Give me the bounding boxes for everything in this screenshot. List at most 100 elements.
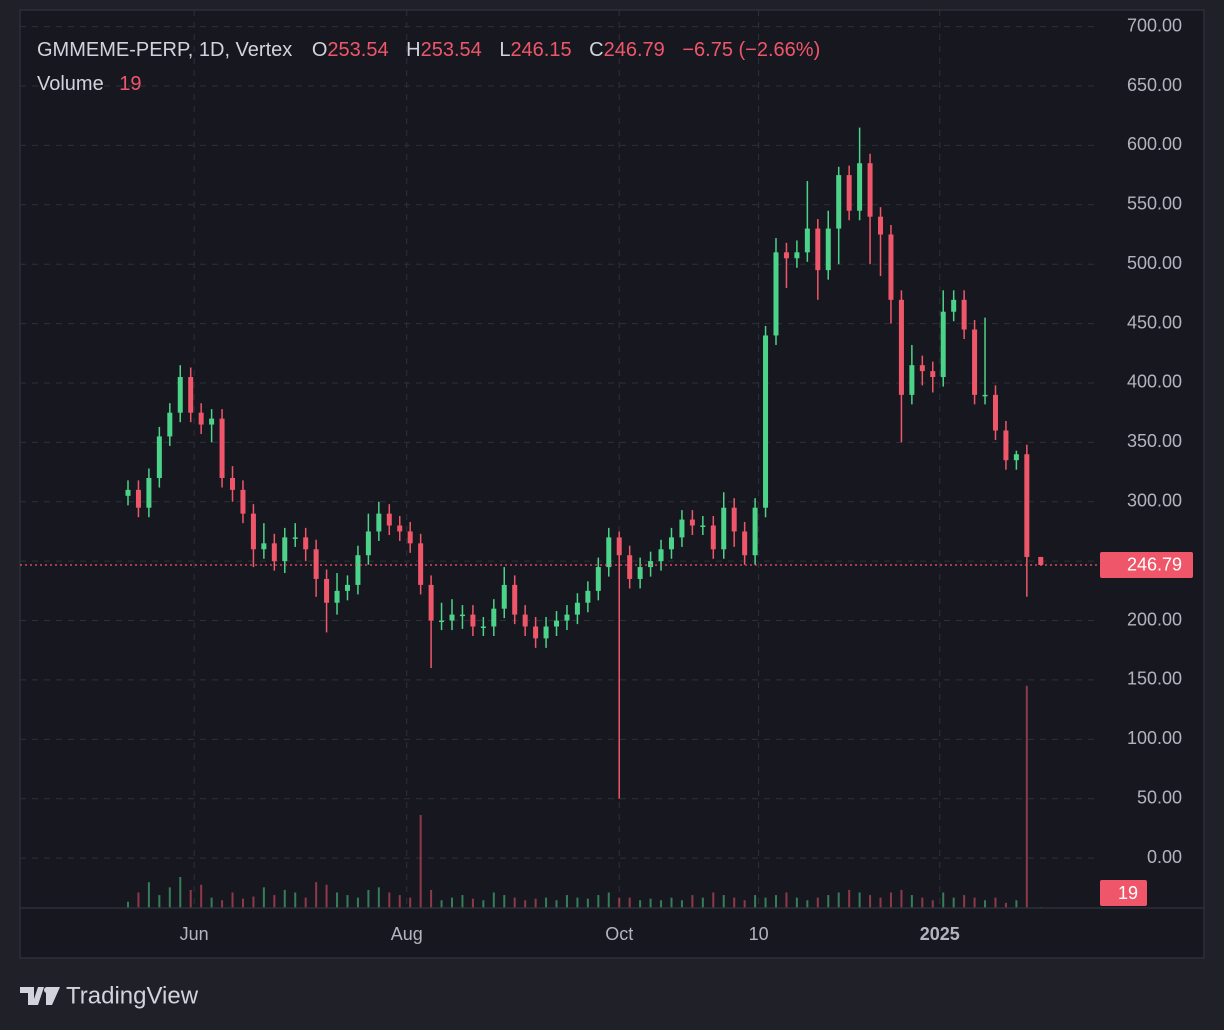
volume-bar: [827, 895, 830, 908]
y-tick-label: 0.00: [1147, 847, 1182, 867]
volume-bar: [346, 895, 349, 908]
volume-bar: [503, 895, 506, 908]
volume-bar: [492, 892, 495, 908]
y-tick-label: 700.00: [1127, 15, 1182, 35]
volume-bar: [367, 889, 370, 908]
candle-body: [344, 584, 350, 591]
volume-bar: [680, 900, 683, 908]
volume-bar: [377, 887, 380, 908]
volume-bar: [586, 898, 589, 908]
x-tick-label: Oct: [605, 924, 633, 944]
candle-body: [365, 531, 371, 556]
candle-body: [898, 299, 904, 395]
volume-bar: [252, 896, 255, 908]
volume-bar: [409, 897, 412, 908]
volume-bar: [231, 892, 234, 908]
volume-bar: [127, 901, 129, 908]
y-tick-label: 100.00: [1127, 728, 1182, 748]
volume-bar: [1015, 900, 1018, 908]
volume-bar: [513, 897, 516, 908]
volume-bar: [315, 882, 318, 908]
candle-body: [418, 543, 424, 585]
candle-body: [930, 371, 936, 378]
candle-body: [156, 436, 162, 479]
candle-body: [533, 626, 539, 639]
volume-bar: [754, 895, 757, 908]
volume-value: 19: [119, 73, 141, 95]
volume-bar: [325, 884, 328, 908]
candle-body: [449, 614, 455, 621]
volume-bar: [743, 900, 746, 908]
candle-body: [355, 555, 361, 585]
volume-bar: [670, 897, 673, 908]
volume-bar: [764, 897, 767, 908]
legend-line: GMMEME-PERP, 1D, Vertex O253.54 H253.54 …: [37, 39, 820, 61]
volume-bar: [973, 897, 976, 908]
symbol-title: GMMEME-PERP, 1D, Vertex: [37, 39, 292, 61]
y-tick-label: 600.00: [1127, 134, 1182, 154]
y-tick-label: 500.00: [1127, 253, 1182, 273]
candle-body: [1013, 454, 1019, 461]
volume-bar: [137, 892, 140, 908]
volume-bar: [419, 815, 422, 908]
candle-body: [177, 377, 183, 413]
volume-bar: [565, 895, 568, 908]
volume-bar: [221, 900, 224, 908]
candle-body: [282, 537, 288, 562]
volume-bar: [388, 892, 391, 908]
candle-body: [836, 175, 842, 229]
volume-bar: [440, 900, 443, 908]
volume-tag: [1100, 880, 1147, 906]
volume-bar: [273, 895, 276, 908]
candle-body: [397, 525, 403, 532]
candle-body: [972, 329, 978, 395]
chart-panel: [19, 9, 1205, 959]
candle-body: [710, 525, 716, 550]
candle-body: [867, 163, 873, 217]
candle-body: [689, 519, 695, 526]
candle-body: [501, 584, 507, 609]
volume-bar: [471, 898, 474, 908]
volume-bar: [963, 895, 966, 908]
y-tick-label: 200.00: [1127, 609, 1182, 629]
volume-bar: [775, 895, 777, 908]
candle-body: [679, 519, 685, 538]
volume-bar: [1025, 685, 1028, 908]
candle-body: [742, 531, 748, 556]
volume-bar: [994, 897, 997, 908]
volume-label: Volume: [37, 73, 104, 95]
candle-body: [209, 418, 215, 425]
candle-body: [459, 614, 465, 617]
y-tick-label: 150.00: [1127, 669, 1182, 689]
candle-layer: [125, 127, 1044, 799]
volume-bar: [430, 889, 433, 908]
x-tick-label: 10: [749, 924, 769, 944]
volume-bar: [869, 895, 872, 908]
candle-body: [731, 507, 737, 532]
candle-body: [878, 216, 884, 235]
candle-body: [648, 561, 654, 568]
candle-body: [491, 608, 497, 627]
candle-body: [825, 228, 831, 271]
volume-bar: [283, 889, 286, 908]
candle-body: [543, 626, 549, 639]
brand-logo: [20, 987, 60, 1005]
volume-bar: [722, 895, 725, 908]
candle-body: [1003, 430, 1009, 461]
candle-body: [919, 365, 925, 372]
y-tick-label: 350.00: [1127, 431, 1182, 451]
candle-body: [961, 299, 967, 330]
volume-bar: [336, 892, 339, 908]
volume-bar: [701, 897, 704, 908]
volume-bar: [952, 897, 955, 908]
volume-bar: [649, 898, 652, 908]
volume-bar: [482, 900, 485, 908]
volume-bar: [858, 892, 861, 908]
brand-name: TradingView: [66, 982, 199, 1009]
y-tick-label: 650.00: [1127, 75, 1182, 95]
volume-bar: [795, 897, 798, 908]
volume-bar: [618, 897, 621, 908]
ohlc-value: 253.54: [421, 39, 482, 61]
